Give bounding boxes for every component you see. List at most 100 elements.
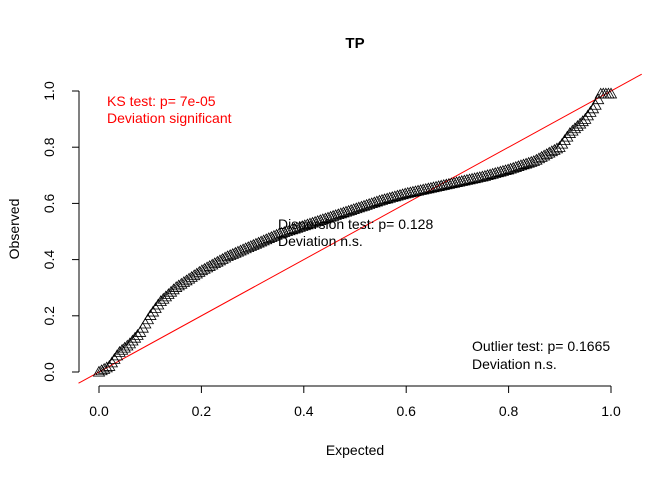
qq-point xyxy=(373,194,386,206)
qq-point xyxy=(151,298,165,310)
qq-point xyxy=(308,215,322,227)
x-tick-label: 0.2 xyxy=(192,403,212,419)
qq-point xyxy=(401,186,414,198)
y-tick-labels: 0.0 0.2 0.4 0.6 0.8 1.0 xyxy=(41,81,57,382)
qq-point xyxy=(491,166,504,178)
qq-point xyxy=(427,181,440,193)
qq-point xyxy=(370,195,384,207)
qq-point xyxy=(581,109,595,121)
qq-point xyxy=(360,198,373,210)
qq-point xyxy=(406,185,420,197)
qq-point xyxy=(391,189,404,201)
qq-point xyxy=(496,164,510,176)
qq-point xyxy=(453,175,466,187)
qq-point xyxy=(579,112,592,124)
qq-point xyxy=(388,190,402,202)
qq-point xyxy=(347,203,360,214)
qq-point xyxy=(144,309,157,320)
qq-point xyxy=(586,102,600,114)
qq-point xyxy=(280,225,294,236)
qq-point xyxy=(489,167,502,178)
qq-point xyxy=(419,182,432,194)
qq-point xyxy=(303,217,317,229)
x-tick-label: 0.8 xyxy=(499,403,519,419)
qq-point xyxy=(471,171,484,183)
qq-point xyxy=(306,216,319,228)
qq-point xyxy=(468,172,481,184)
qq-point xyxy=(350,202,363,214)
qq-point xyxy=(275,226,288,238)
qq-point xyxy=(409,185,422,197)
x-tick-label: 1.0 xyxy=(601,403,621,419)
qq-point xyxy=(110,349,124,361)
qq-point xyxy=(368,196,381,208)
qq-point xyxy=(424,181,438,193)
reference-diagonal-line xyxy=(78,73,642,384)
qq-point xyxy=(458,174,471,186)
qq-point xyxy=(509,161,522,172)
qq-point xyxy=(584,105,597,117)
qq-point xyxy=(115,343,129,355)
qq-point xyxy=(440,178,453,190)
qq-point xyxy=(414,184,427,195)
qq-point xyxy=(422,182,435,194)
qq-point xyxy=(576,115,589,127)
qq-point xyxy=(311,214,324,226)
qq-point xyxy=(272,227,286,239)
qq-point xyxy=(319,212,332,224)
qq-point xyxy=(437,179,450,190)
qq-point xyxy=(404,186,417,198)
qq-point xyxy=(108,352,121,364)
qq-point xyxy=(329,209,342,220)
qq-point xyxy=(296,220,309,231)
x-tick-label: 0.0 xyxy=(89,403,109,419)
qq-point xyxy=(321,211,335,223)
qq-point xyxy=(435,179,448,191)
qq-point xyxy=(522,156,535,168)
qq-point xyxy=(352,201,366,213)
qq-point xyxy=(553,141,566,152)
qq-point xyxy=(463,173,476,185)
y-tick-label: 0.0 xyxy=(41,362,57,382)
qq-point xyxy=(494,165,507,177)
qq-point xyxy=(362,198,376,209)
outlier-test-text: Outlier test: p= 0.1665 xyxy=(472,338,610,354)
qq-point xyxy=(123,337,137,349)
qq-point xyxy=(465,172,479,184)
qq-points xyxy=(92,87,618,377)
qq-point xyxy=(344,203,358,215)
x-axis-title: Expected xyxy=(326,442,384,458)
qq-point xyxy=(375,193,389,205)
qq-point xyxy=(316,213,330,225)
qq-point xyxy=(555,137,569,149)
qq-point xyxy=(288,222,301,234)
qq-point xyxy=(476,170,489,182)
qq-point xyxy=(167,283,180,295)
qq-point xyxy=(393,188,407,200)
qq-point xyxy=(501,163,515,175)
qq-point xyxy=(442,177,456,189)
qq-point xyxy=(283,224,296,236)
qq-point xyxy=(290,221,304,233)
qq-point xyxy=(355,200,368,212)
qq-point xyxy=(334,207,348,219)
qq-point xyxy=(548,143,561,155)
qq-point xyxy=(398,187,412,199)
qq-point xyxy=(460,173,474,185)
qq-point xyxy=(285,223,299,235)
qq-point xyxy=(332,208,345,220)
qq-point xyxy=(118,341,131,353)
qq-point xyxy=(337,206,350,218)
qq-point xyxy=(604,87,618,99)
qq-point xyxy=(519,157,533,169)
qq-point xyxy=(478,169,492,181)
chart-title: TP xyxy=(345,35,364,52)
y-tick-label: 0.8 xyxy=(41,137,57,157)
qq-point xyxy=(293,220,306,232)
qq-point xyxy=(380,192,394,204)
qq-point xyxy=(324,210,337,222)
qq-point xyxy=(589,98,602,110)
ks-test-text: KS test: p= 7e-05 xyxy=(107,93,216,109)
qq-point xyxy=(447,176,461,188)
qq-point xyxy=(131,328,144,340)
